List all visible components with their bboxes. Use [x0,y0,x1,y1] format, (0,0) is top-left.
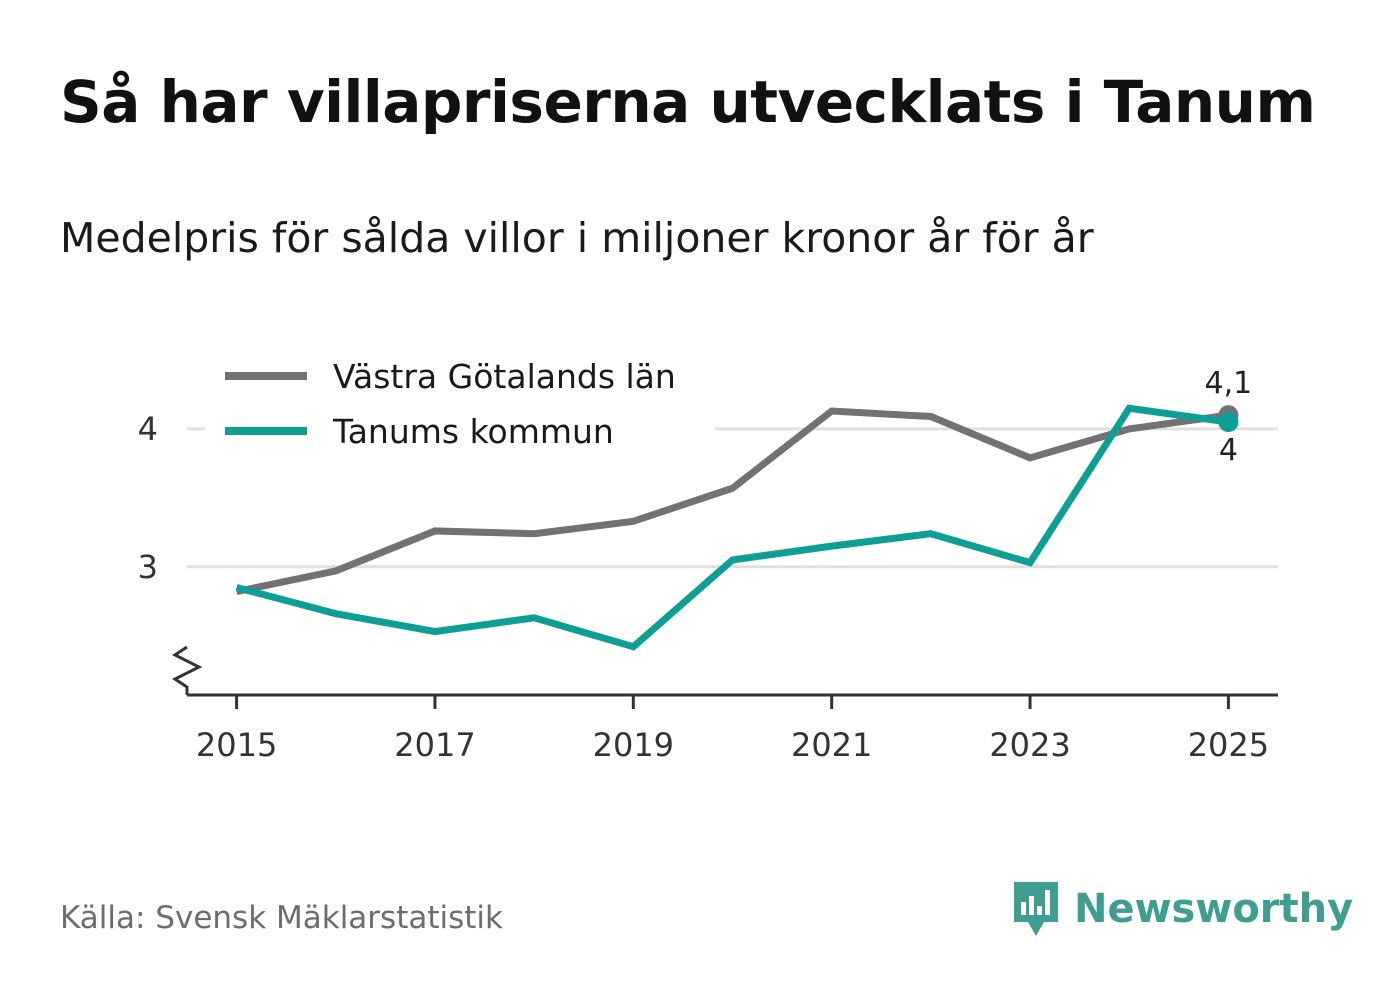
x-tick-label-2019: 2019 [593,726,674,764]
chart-subtitle: Medelpris för sålda villor i miljoner kr… [60,214,1094,262]
series-line-1 [235,404,1229,651]
series-line-0 [235,407,1229,596]
end-label-0: 4,1 [1205,366,1253,401]
brand-logo: Newsworthy [1010,878,1353,940]
newsworthy-logo-icon [1014,882,1058,936]
y-tick-label-4: 4 [138,410,158,448]
series-end-marker-1 [1218,412,1239,433]
x-tick-label-2021: 2021 [791,726,872,764]
end-labels: 4,14 [1205,366,1253,468]
legend-label-0: Västra Götalands län [333,357,676,396]
x-tick-label-2015: 2015 [196,726,277,764]
legend: Västra Götalands län Tanums kommun [205,350,715,460]
brand-name: Newsworthy [1074,886,1354,932]
chart-title: Så har villapriserna utvecklats i Tanum [60,68,1316,136]
source-note: Källa: Svensk Mäklarstatistik [60,900,503,936]
x-tick-label-2023: 2023 [989,726,1070,764]
axis-break-icon [172,645,203,695]
x-tick-label-2025: 2025 [1188,726,1269,764]
axes: 3 4 2015 2017 2019 2021 2023 2025 [138,410,1278,764]
series [235,404,1239,651]
legend-label-1: Tanums kommun [332,412,614,451]
legend-background [205,350,715,460]
x-tick-label-2017: 2017 [394,726,475,764]
y-tick-label-3: 3 [138,548,158,586]
end-label-1: 4 [1219,433,1238,468]
